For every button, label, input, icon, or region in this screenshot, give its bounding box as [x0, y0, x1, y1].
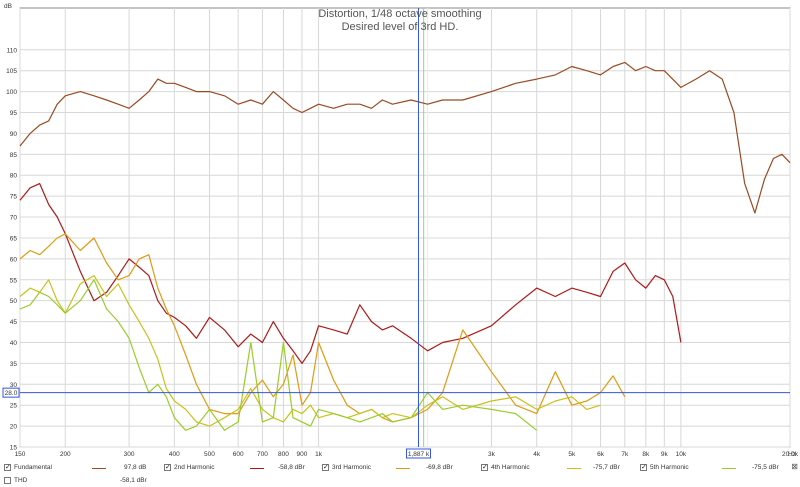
distortion-chart: 15 20 25 30 35 40 45 50 55 60 65 70 75 80 85 90 95 100 105…: [2, 3, 799, 459]
y-tick-label: 30: [10, 382, 18, 389]
x-tick-label: 9k: [661, 451, 669, 458]
x-tick-label: 20.0k: [782, 451, 799, 458]
y-tick-label: 25: [10, 403, 18, 410]
x-tick-label: 6k: [597, 451, 605, 458]
legend-value: -75,7 dBr: [593, 464, 620, 471]
legend-label: 2nd Harmonic: [174, 464, 215, 471]
y-tick-label: 20: [10, 424, 18, 431]
x-tick-label: 150: [15, 451, 26, 458]
y-tick-label: 45: [10, 319, 18, 326]
legend-checkbox-3rd-harmonic[interactable]: ✓: [322, 464, 329, 471]
legend-swatch: [396, 468, 410, 469]
x-tick-label: 800: [278, 451, 289, 458]
legend-label: THD: [14, 477, 28, 484]
series-line-2nd-harmonic: [19, 183, 682, 364]
y-tick-label: 110: [7, 47, 18, 54]
legend-row-harmonics: ✓ Fundamental 97,8 dB ✓ 2nd Harmonic -58…: [0, 462, 800, 474]
chart-series: [19, 61, 791, 431]
x-tick-label: 400: [169, 451, 180, 458]
y-tick-label: 80: [10, 173, 18, 180]
y-tick-label: 85: [10, 152, 18, 159]
legend-label: 4th Harmonic: [491, 464, 530, 471]
y-tick-label: 55: [10, 277, 18, 284]
chart-title: Distortion, 1/48 octave smoothing: [318, 8, 481, 20]
legend-swatch: [722, 468, 736, 469]
chart-subtitle: Desired level of 3rd HD.: [342, 21, 459, 33]
x-tick-label: 5k: [568, 451, 576, 458]
legend: ✓ Fundamental 97,8 dB ✓ 2nd Harmonic -58…: [0, 460, 800, 487]
x-tick-label: 1k: [315, 451, 323, 458]
legend-swatch: [92, 468, 106, 469]
x-tick-label: 8k: [642, 451, 650, 458]
legend-value: -75,5 dBr: [752, 464, 779, 471]
legend-value: 97,8 dB: [124, 464, 147, 471]
chart-grid: [19, 7, 791, 448]
y-tick-label: 15: [10, 445, 18, 452]
legend-checkbox-thd[interactable]: [4, 477, 11, 484]
cursor-x-readout-box: [405, 448, 431, 459]
y-tick-label: 60: [10, 256, 18, 263]
y-tick-label: 100: [6, 89, 17, 96]
x-tick-label: 200: [60, 451, 71, 458]
legend-value: -58,1 dBr: [120, 477, 147, 484]
legend-label: Fundamental: [14, 464, 52, 471]
legend-checkbox-4th-harmonic[interactable]: ✓: [481, 464, 488, 471]
legend-label: 5th Harmonic: [650, 464, 689, 471]
y-axis-unit: dB: [4, 3, 12, 10]
series-line-5th-harmonic: [19, 279, 538, 431]
x-tick-label: 3k: [488, 451, 496, 458]
series-line-3rd-harmonic: [19, 233, 626, 423]
legend-swatch: [250, 468, 264, 469]
y-tick-label: 75: [10, 194, 18, 201]
cursor-y-readout-box: [2, 387, 20, 398]
x-tick-label: 10k: [676, 451, 687, 458]
series-line-fundamental: [19, 61, 791, 214]
y-tick-label: 35: [10, 361, 18, 368]
x-tick-label: 300: [124, 451, 135, 458]
legend-value: -69,8 dBr: [426, 464, 453, 471]
x-tick-label: 7k: [621, 451, 629, 458]
legend-label: 3rd Harmonic: [332, 464, 372, 471]
y-tick-label: 40: [10, 340, 18, 347]
x-tick-label: 700: [257, 451, 268, 458]
plot-area: [19, 7, 791, 448]
legend-checkbox-fundamental[interactable]: ✓: [4, 464, 11, 471]
x-tick-label: 600: [233, 451, 244, 458]
x-axis-unit: Hz: [788, 451, 796, 458]
y-tick-label: 95: [10, 110, 18, 117]
legend-swatch: [567, 468, 581, 469]
y-tick-label: 50: [10, 298, 18, 305]
series-line-4th-harmonic: [19, 275, 601, 427]
x-tick-label: 500: [204, 451, 215, 458]
legend-checkbox-5th-harmonic[interactable]: ✓: [640, 464, 647, 471]
cursor-y-readout: 28.0: [5, 390, 18, 397]
legend-value: -58,8 dBr: [278, 464, 305, 471]
y-tick-label: 70: [10, 215, 18, 222]
legend-row-thd: THD -58,1 dBr: [0, 475, 800, 487]
y-tick-label: 65: [10, 235, 18, 242]
legend-checkbox-2nd-harmonic[interactable]: ✓: [164, 464, 171, 471]
close-icon[interactable]: ⊠: [791, 462, 798, 471]
x-tick-label: 4k: [533, 451, 541, 458]
x-tick-label: 900: [297, 451, 308, 458]
chart-axes: 15 20 25 30 35 40 45 50 55 60 65 70 75 80 85 90 95 100 105…: [2, 8, 799, 459]
y-tick-label: 105: [6, 68, 17, 75]
cursor-x-readout: 1,887 k: [408, 451, 430, 458]
y-tick-label: 90: [10, 131, 18, 138]
